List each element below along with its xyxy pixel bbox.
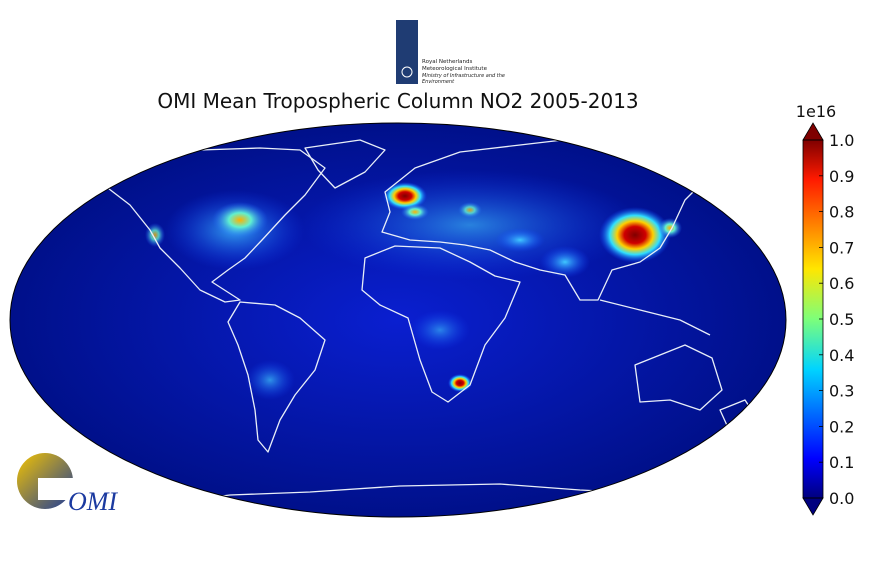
colorbar-extend-max xyxy=(802,122,824,141)
colorbar-tick-label: 0.2 xyxy=(829,417,854,436)
colorbar-tick-label: 0.8 xyxy=(829,203,854,222)
logo: Royal Netherlands Meteorological Institu… xyxy=(396,20,505,85)
logo-bar xyxy=(396,20,418,84)
colorbar-tick-label: 0.0 xyxy=(829,489,854,508)
coastlines xyxy=(99,137,759,517)
colorbar-tick-label: 1.0 xyxy=(829,131,854,150)
logo-text: Environment xyxy=(422,79,455,85)
logo-emblem xyxy=(401,66,413,78)
colorbar-tick-label: 0.5 xyxy=(829,310,854,329)
logo-text: Ministry of Infrastructure and the xyxy=(422,73,505,79)
map-border xyxy=(9,122,787,518)
omi-logo: OMI xyxy=(17,453,118,516)
map xyxy=(10,123,786,517)
colorbar-tick-label: 0.7 xyxy=(829,238,854,257)
colorbar-tick-label: 0.1 xyxy=(829,453,854,472)
omi-emblem-cut xyxy=(38,478,74,500)
logo-text: Royal Netherlands xyxy=(422,59,473,65)
colorbar-tick-label: 0.3 xyxy=(829,382,854,401)
colorbar-tick-label: 0.4 xyxy=(829,346,854,365)
no2-hotspots xyxy=(145,170,682,400)
colorbar: 1e16 0.0 0.1 0.2 0.3 0.4 0.5 0.6 0.7 0.8 0.9 1.0 xyxy=(796,102,854,516)
colorbar-tick-label: 0.6 xyxy=(829,274,854,293)
colorbar-tick-label: 0.9 xyxy=(829,167,854,186)
colorbar-extend-min xyxy=(802,497,824,516)
omi-logo-text: OMI xyxy=(68,487,118,516)
colorbar-multiplier: 1e16 xyxy=(796,102,836,121)
logo-text: Meteorological Institute xyxy=(422,66,488,72)
map-title: OMI Mean Tropospheric Column NO2 2005-20… xyxy=(157,89,638,113)
colorbar-body xyxy=(803,140,823,498)
